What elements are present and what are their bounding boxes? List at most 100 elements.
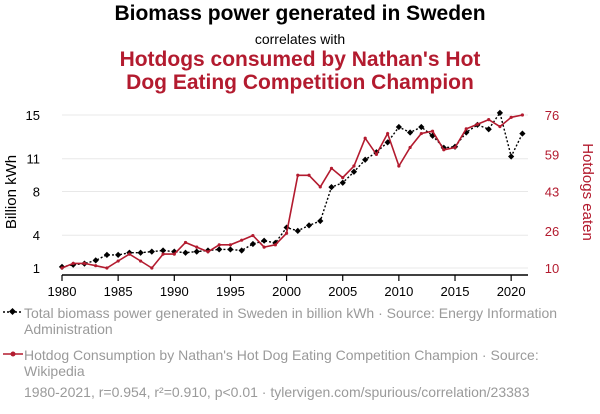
hotdogs-data-point: [71, 261, 75, 265]
hotdogs-data-point: [217, 243, 221, 247]
y-right-tick-label: 76: [545, 108, 559, 123]
chart-title-secondary-line-2: Dog Eating Competition Champion: [126, 71, 474, 94]
biomass-data-point: [294, 227, 301, 234]
biomass-series-line: [61, 111, 524, 268]
hotdogs-data-point: [386, 131, 390, 136]
biomass-data-point: [103, 251, 111, 259]
hotdogs-data-point: [94, 264, 98, 268]
hotdogs-data-point: [352, 164, 356, 168]
biomass-data-point: [238, 247, 245, 254]
hotdogs-data-point: [307, 173, 311, 177]
hotdogs-data-point: [475, 122, 480, 126]
hotdogs-data-point: [296, 173, 300, 177]
biomass-data-point: [485, 126, 492, 133]
x-tick-label: 2020: [497, 284, 526, 299]
biomass-data-point: [249, 240, 257, 248]
hotdogs-data-point: [284, 231, 289, 235]
legend-item-biomass: Total biomass power generated in Sweden …: [3, 305, 584, 337]
biomass-data-point: [384, 139, 391, 146]
hotdogs-data-point: [172, 252, 176, 256]
biomass-data-point: [328, 184, 335, 191]
x-tick-label: 1995: [216, 284, 245, 299]
series-layer: [58, 109, 526, 271]
hotdogs-data-point: [329, 166, 334, 170]
biomass-data-point: [182, 249, 189, 256]
hotdogs-data-point: [273, 243, 277, 247]
hotdogs-data-point: [150, 266, 154, 270]
y-right-tick-label: 26: [545, 224, 559, 239]
x-tick-label: 1980: [48, 284, 77, 299]
chart-plot: 1 4 8 11 15 10 26 43 59 76 1980 1985 1990 1995 2000 200…: [3, 108, 596, 299]
hotdogs-data-point: [442, 148, 446, 152]
hotdogs-data-point: [139, 259, 143, 263]
hotdogs-data-point: [60, 266, 64, 270]
hotdogs-data-point: [408, 145, 412, 150]
y-left-tick-label: 4: [33, 228, 40, 243]
biomass-data-point: [261, 237, 268, 244]
footer-stats: 1980-2021, r=0.954, r²=0.910, p<0.01 · t…: [24, 384, 530, 400]
biomass-data-point: [350, 168, 358, 175]
chart-title-secondary: Hotdogs consumed by Nathan's Hot Dog Eat…: [0, 48, 600, 94]
legend-biomass-swatch-icon: [3, 307, 23, 316]
y-left-tick-label: 15: [26, 108, 40, 123]
y-axis-left-label: Billion kWh: [3, 155, 20, 229]
y-axis-right-label: Hotdogs eaten: [579, 143, 596, 241]
hotdogs-data-point: [127, 252, 131, 256]
biomass-data-point: [193, 248, 200, 255]
hotdogs-data-point: [363, 136, 367, 140]
biomass-data-point: [508, 153, 515, 160]
hotdogs-data-point: [251, 233, 255, 238]
hotdogs-data-point: [161, 252, 165, 256]
hotdogs-data-point: [318, 185, 322, 189]
legend-item-hotdogs: Hotdog Consumption by Nathan's Hot Dog E…: [3, 347, 584, 379]
x-tick-label: 2000: [272, 284, 301, 299]
axes: 1 4 8 11 15 10 26 43 59 76 1980 1985 1990 1995 2000 200…: [26, 108, 560, 299]
hotdogs-data-point: [82, 261, 87, 265]
hotdogs-data-point: [397, 164, 401, 168]
biomass-data-point: [418, 123, 425, 131]
chart-title: Biomass power generated in Sweden: [114, 2, 486, 25]
biomass-data-point: [92, 257, 99, 264]
biomass-data-point: [519, 130, 526, 137]
legend-hotdogs-label: Hotdog Consumption by Nathan's Hot Dog E…: [24, 347, 539, 379]
hotdogs-data-point: [183, 240, 188, 245]
hotdogs-data-point: [430, 129, 435, 133]
chart-title-secondary-line-1: Hotdogs consumed by Nathan's Hot: [119, 48, 481, 71]
hotdogs-data-point: [487, 118, 491, 122]
legend-biomass-label: Total biomass power generated in Sweden …: [24, 305, 558, 337]
hotdogs-data-point: [228, 243, 233, 247]
hotdogs-data-point: [453, 145, 457, 150]
biomass-data-point: [339, 179, 346, 186]
hotdogs-data-point: [195, 245, 199, 249]
hotdogs-data-point: [206, 250, 210, 254]
hotdogs-data-point: [520, 113, 524, 117]
biomass-data-point: [227, 246, 234, 253]
legend-hotdogs-swatch-icon: [3, 351, 23, 357]
hotdogs-data-point: [105, 266, 109, 270]
biomass-data-point: [115, 251, 122, 259]
y-left-tick-label: 11: [27, 152, 41, 167]
y-right-tick-label: 43: [545, 185, 559, 200]
hotdogs-data-point: [116, 259, 120, 263]
hotdogs-data-point: [509, 115, 513, 119]
hotdogs-data-point: [240, 238, 244, 242]
hotdogs-data-point: [419, 131, 423, 136]
hotdogs-data-point: [341, 175, 345, 180]
x-tick-label: 2005: [328, 284, 357, 299]
biomass-data-point: [317, 217, 324, 225]
y-right-tick-label: 10: [545, 261, 559, 276]
biomass-data-point: [148, 248, 155, 255]
biomass-data-point: [216, 246, 223, 253]
biomass-data-point: [395, 123, 402, 131]
x-tick-label: 2010: [384, 284, 413, 299]
hotdogs-data-point: [498, 124, 502, 129]
hotdogs-data-point: [262, 245, 266, 249]
y-left-tick-label: 1: [33, 261, 40, 276]
hotdogs-series-line: [61, 114, 523, 270]
x-tick-label: 1990: [160, 284, 189, 299]
biomass-data-point: [406, 129, 414, 136]
biomass-data-point: [137, 249, 144, 256]
y-left-tick-label: 8: [33, 185, 40, 200]
y-right-tick-label: 59: [545, 147, 559, 162]
chart-subtitle: correlates with: [254, 31, 346, 47]
